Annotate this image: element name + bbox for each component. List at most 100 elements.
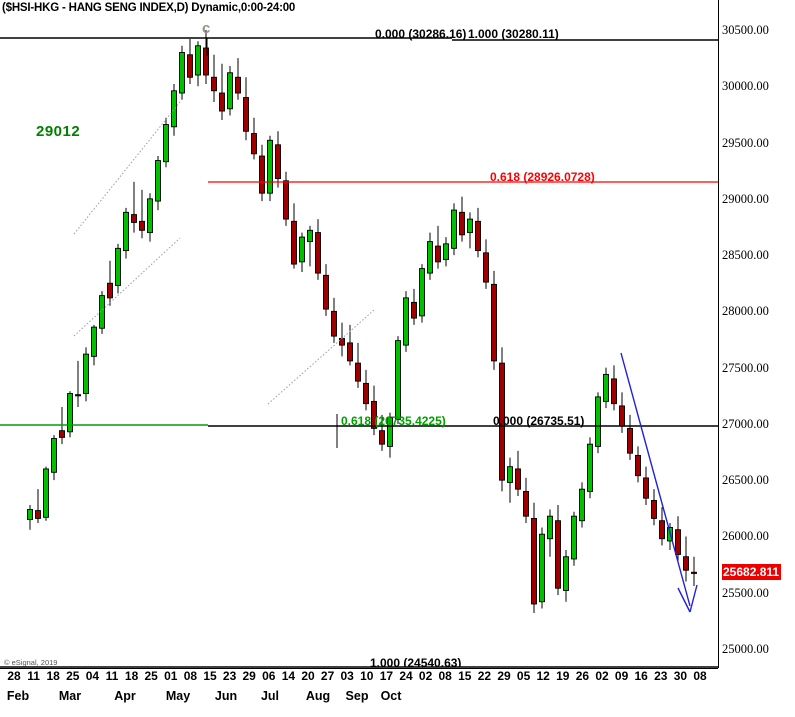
candlestick <box>659 507 665 546</box>
candlestick <box>227 66 233 116</box>
date-axis[interactable]: 28 11 18 25 04 11 18 25 01 08 15 23 29 06 14 20 27 03 10 17… <box>0 669 718 717</box>
date-tick-day: 27 <box>320 669 335 683</box>
candlestick <box>139 189 145 239</box>
date-tick-day: 11 <box>27 669 40 683</box>
candlestick <box>115 243 121 294</box>
date-tick-day: 30 <box>673 669 688 683</box>
date-tick-day: 24 <box>399 669 413 683</box>
candlestick <box>203 30 209 85</box>
date-tick-day: 06 <box>262 669 276 683</box>
price-tick-26500-00: 26500.00 <box>722 473 769 488</box>
date-tick-month-sep: Sep <box>345 689 369 703</box>
candlestick <box>235 58 241 100</box>
last-price-tag: 25682.811 <box>722 564 782 581</box>
date-tick-day: 02 <box>595 669 609 683</box>
projection-arrow <box>620 352 698 613</box>
candlestick <box>379 414 385 451</box>
date-axis-line <box>0 668 718 669</box>
date-tick-month-aug: Aug <box>305 689 331 703</box>
price-tick-29500-00: 29500.00 <box>722 135 769 150</box>
candlestick <box>635 446 641 483</box>
candlestick <box>507 457 513 503</box>
date-tick-day: 15 <box>203 669 217 683</box>
channel-lower-line <box>73 237 181 337</box>
candlestick <box>179 45 185 100</box>
candlestick <box>355 342 361 388</box>
candlestick <box>91 324 97 366</box>
chart-title: ($HSI-HKG - HANG SENG INDEX,D) Dynamic,0… <box>2 2 296 14</box>
candlestick <box>627 414 633 460</box>
date-tick-day: 23 <box>654 669 668 683</box>
date-tick-month-feb: Feb <box>6 689 30 703</box>
candlestick <box>219 63 225 121</box>
candlestick <box>467 212 473 249</box>
copyright-notice: © eSignal, 2019 <box>4 658 58 667</box>
date-tick-day: 26 <box>575 669 590 683</box>
candlestick <box>483 239 489 289</box>
date-tick-month-apr: Apr <box>114 689 136 703</box>
candlestick <box>187 39 193 85</box>
candlestick <box>371 385 377 436</box>
candlestick <box>531 502 537 613</box>
candlestick <box>251 117 257 160</box>
candlestick <box>123 207 129 259</box>
candlestick <box>443 237 449 267</box>
date-tick-day: 05 <box>516 669 531 683</box>
candlestick <box>459 196 465 242</box>
candlestick <box>307 225 313 267</box>
date-tick-day: 08 <box>438 669 452 683</box>
candlestick <box>323 264 329 316</box>
candlestick <box>571 511 577 566</box>
price-tick-26000-00: 26000.00 <box>722 529 769 544</box>
date-tick-day: 20 <box>301 669 315 683</box>
candlestick <box>411 288 417 325</box>
price-tick-29000-00: 29000.00 <box>722 191 769 206</box>
candlestick <box>427 232 433 280</box>
wave-label-c: c <box>202 20 211 37</box>
price-tick-27500-00: 27500.00 <box>722 360 769 375</box>
date-tick-day: 16 <box>634 669 648 683</box>
fib-label-0000-top: 0.000 (30286.16) <box>375 27 467 41</box>
candlestick <box>491 270 497 370</box>
candlestick <box>299 232 305 272</box>
fib-label-0000-lower: 0.000 (26735.51) <box>493 414 585 428</box>
price-tick-28000-00: 28000.00 <box>722 304 769 319</box>
candlestick <box>499 347 505 492</box>
candlestick <box>35 489 41 523</box>
date-tick-day: 28 <box>7 669 21 683</box>
candlestick <box>171 84 177 136</box>
date-tick-day: 29 <box>242 669 256 683</box>
candlestick <box>451 203 457 256</box>
price-tick-25500-00: 25500.00 <box>722 585 769 600</box>
date-tick-day: 15 <box>458 669 472 683</box>
date-tick-day: 19 <box>556 669 570 683</box>
candlestick <box>523 477 529 523</box>
candlestick <box>163 117 169 168</box>
candlestick <box>363 369 369 411</box>
date-tick-day: 08 <box>183 669 198 683</box>
candlestick <box>211 54 217 103</box>
date-tick-day: 02 <box>418 669 433 683</box>
candlestick <box>675 516 681 562</box>
candlestick <box>195 41 201 87</box>
date-tick-day: 09 <box>614 669 629 683</box>
plot-area[interactable]: 0.000 (30286.16) 1.000 (30280.11) 0.618 … <box>0 16 718 668</box>
candlestick <box>291 203 297 269</box>
candlestick <box>275 131 281 188</box>
price-axis[interactable]: 30500.00 30000.00 29500.00 29000.00 28500.00… <box>722 0 795 668</box>
date-tick-day: 03 <box>340 669 354 683</box>
candlestick <box>283 171 289 226</box>
candlestick <box>563 549 569 602</box>
date-tick-day: 18 <box>124 669 139 683</box>
fib-label-1000-bottom: 1.000 (24540.63) <box>370 656 462 667</box>
fib-label-1000-top: 1.000 (30280.11) <box>468 27 559 41</box>
candlestick <box>43 466 49 521</box>
date-tick-month-oct: Oct <box>380 689 402 703</box>
candlestick <box>155 156 161 211</box>
price-tick-28500-00: 28500.00 <box>722 248 769 263</box>
date-tick-day: 14 <box>281 669 296 683</box>
candlestick <box>259 144 265 202</box>
date-tick-day: 29 <box>497 669 511 683</box>
candlestick <box>387 412 393 458</box>
